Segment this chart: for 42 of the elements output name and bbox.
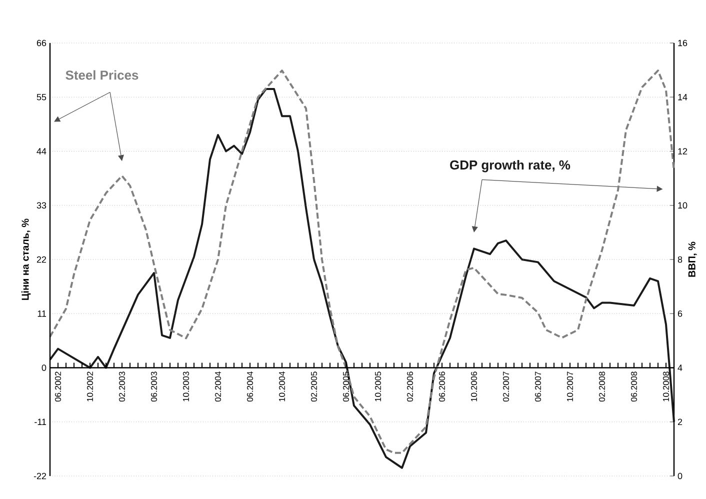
y-tick-label: 22 bbox=[36, 256, 46, 263]
x-tick-label: 10.2005 bbox=[375, 372, 381, 402]
x-tick-label: 06.2007 bbox=[535, 372, 541, 402]
x-tick-label: 02.2007 bbox=[503, 372, 509, 402]
y2-tick-label: 16 bbox=[678, 40, 688, 46]
x-tick-label: 06.2003 bbox=[151, 372, 157, 402]
x-tick-label: 02.2006 bbox=[407, 372, 413, 402]
x-tick-label: 02.2004 bbox=[215, 372, 221, 402]
x-tick-label: 06.2008 bbox=[631, 372, 637, 402]
y2-tick-label: 8 bbox=[678, 256, 682, 263]
y-tick-label: 55 bbox=[36, 94, 46, 100]
y2-tick-label: 4 bbox=[678, 364, 682, 371]
x-tick-label: 10.2002 bbox=[87, 372, 93, 402]
y2-tick-label: 0 bbox=[678, 472, 682, 480]
y-tick-label: 0 bbox=[42, 364, 46, 371]
x-tick-label: 10.2008 bbox=[663, 372, 669, 402]
y2-tick-label: 12 bbox=[678, 148, 688, 154]
x-tick-label: 02.2003 bbox=[119, 372, 125, 402]
y-tick-label: 66 bbox=[36, 40, 46, 46]
y2-axis-title: ВВП, % bbox=[688, 242, 697, 277]
x-tick-label: 10.2004 bbox=[279, 372, 285, 402]
x-tick-label: 02.2008 bbox=[599, 372, 605, 402]
y2-tick-label: 6 bbox=[678, 310, 682, 317]
x-tick-label: 06.2006 bbox=[439, 372, 445, 402]
x-tick-label: 06.2002 bbox=[55, 372, 61, 402]
y2-tick-label: 2 bbox=[678, 418, 682, 426]
y2-tick-label: 14 bbox=[678, 94, 688, 100]
y-tick-label: 44 bbox=[36, 148, 46, 154]
text: GDP growth rate, % bbox=[450, 160, 570, 172]
text: Steel Prices bbox=[66, 70, 138, 80]
x-tick-label: 10.2003 bbox=[183, 372, 189, 402]
x-tick-label: 10.2007 bbox=[567, 372, 573, 402]
y-tick-label: 11 bbox=[38, 310, 46, 317]
y-tick-label: -22 bbox=[34, 472, 46, 480]
x-tick-label: 10.2006 bbox=[471, 372, 477, 402]
x-tick-label: 06.2005 bbox=[343, 372, 349, 402]
y2-tick-label: 10 bbox=[678, 202, 688, 209]
y-axis-title: Ціни на сталь, % bbox=[21, 218, 31, 300]
x-tick-label: 06.2004 bbox=[247, 372, 253, 402]
y-tick-label: 33 bbox=[36, 202, 46, 209]
y-tick-label: -11 bbox=[34, 418, 46, 425]
x-tick-label: 02.2005 bbox=[311, 372, 317, 402]
